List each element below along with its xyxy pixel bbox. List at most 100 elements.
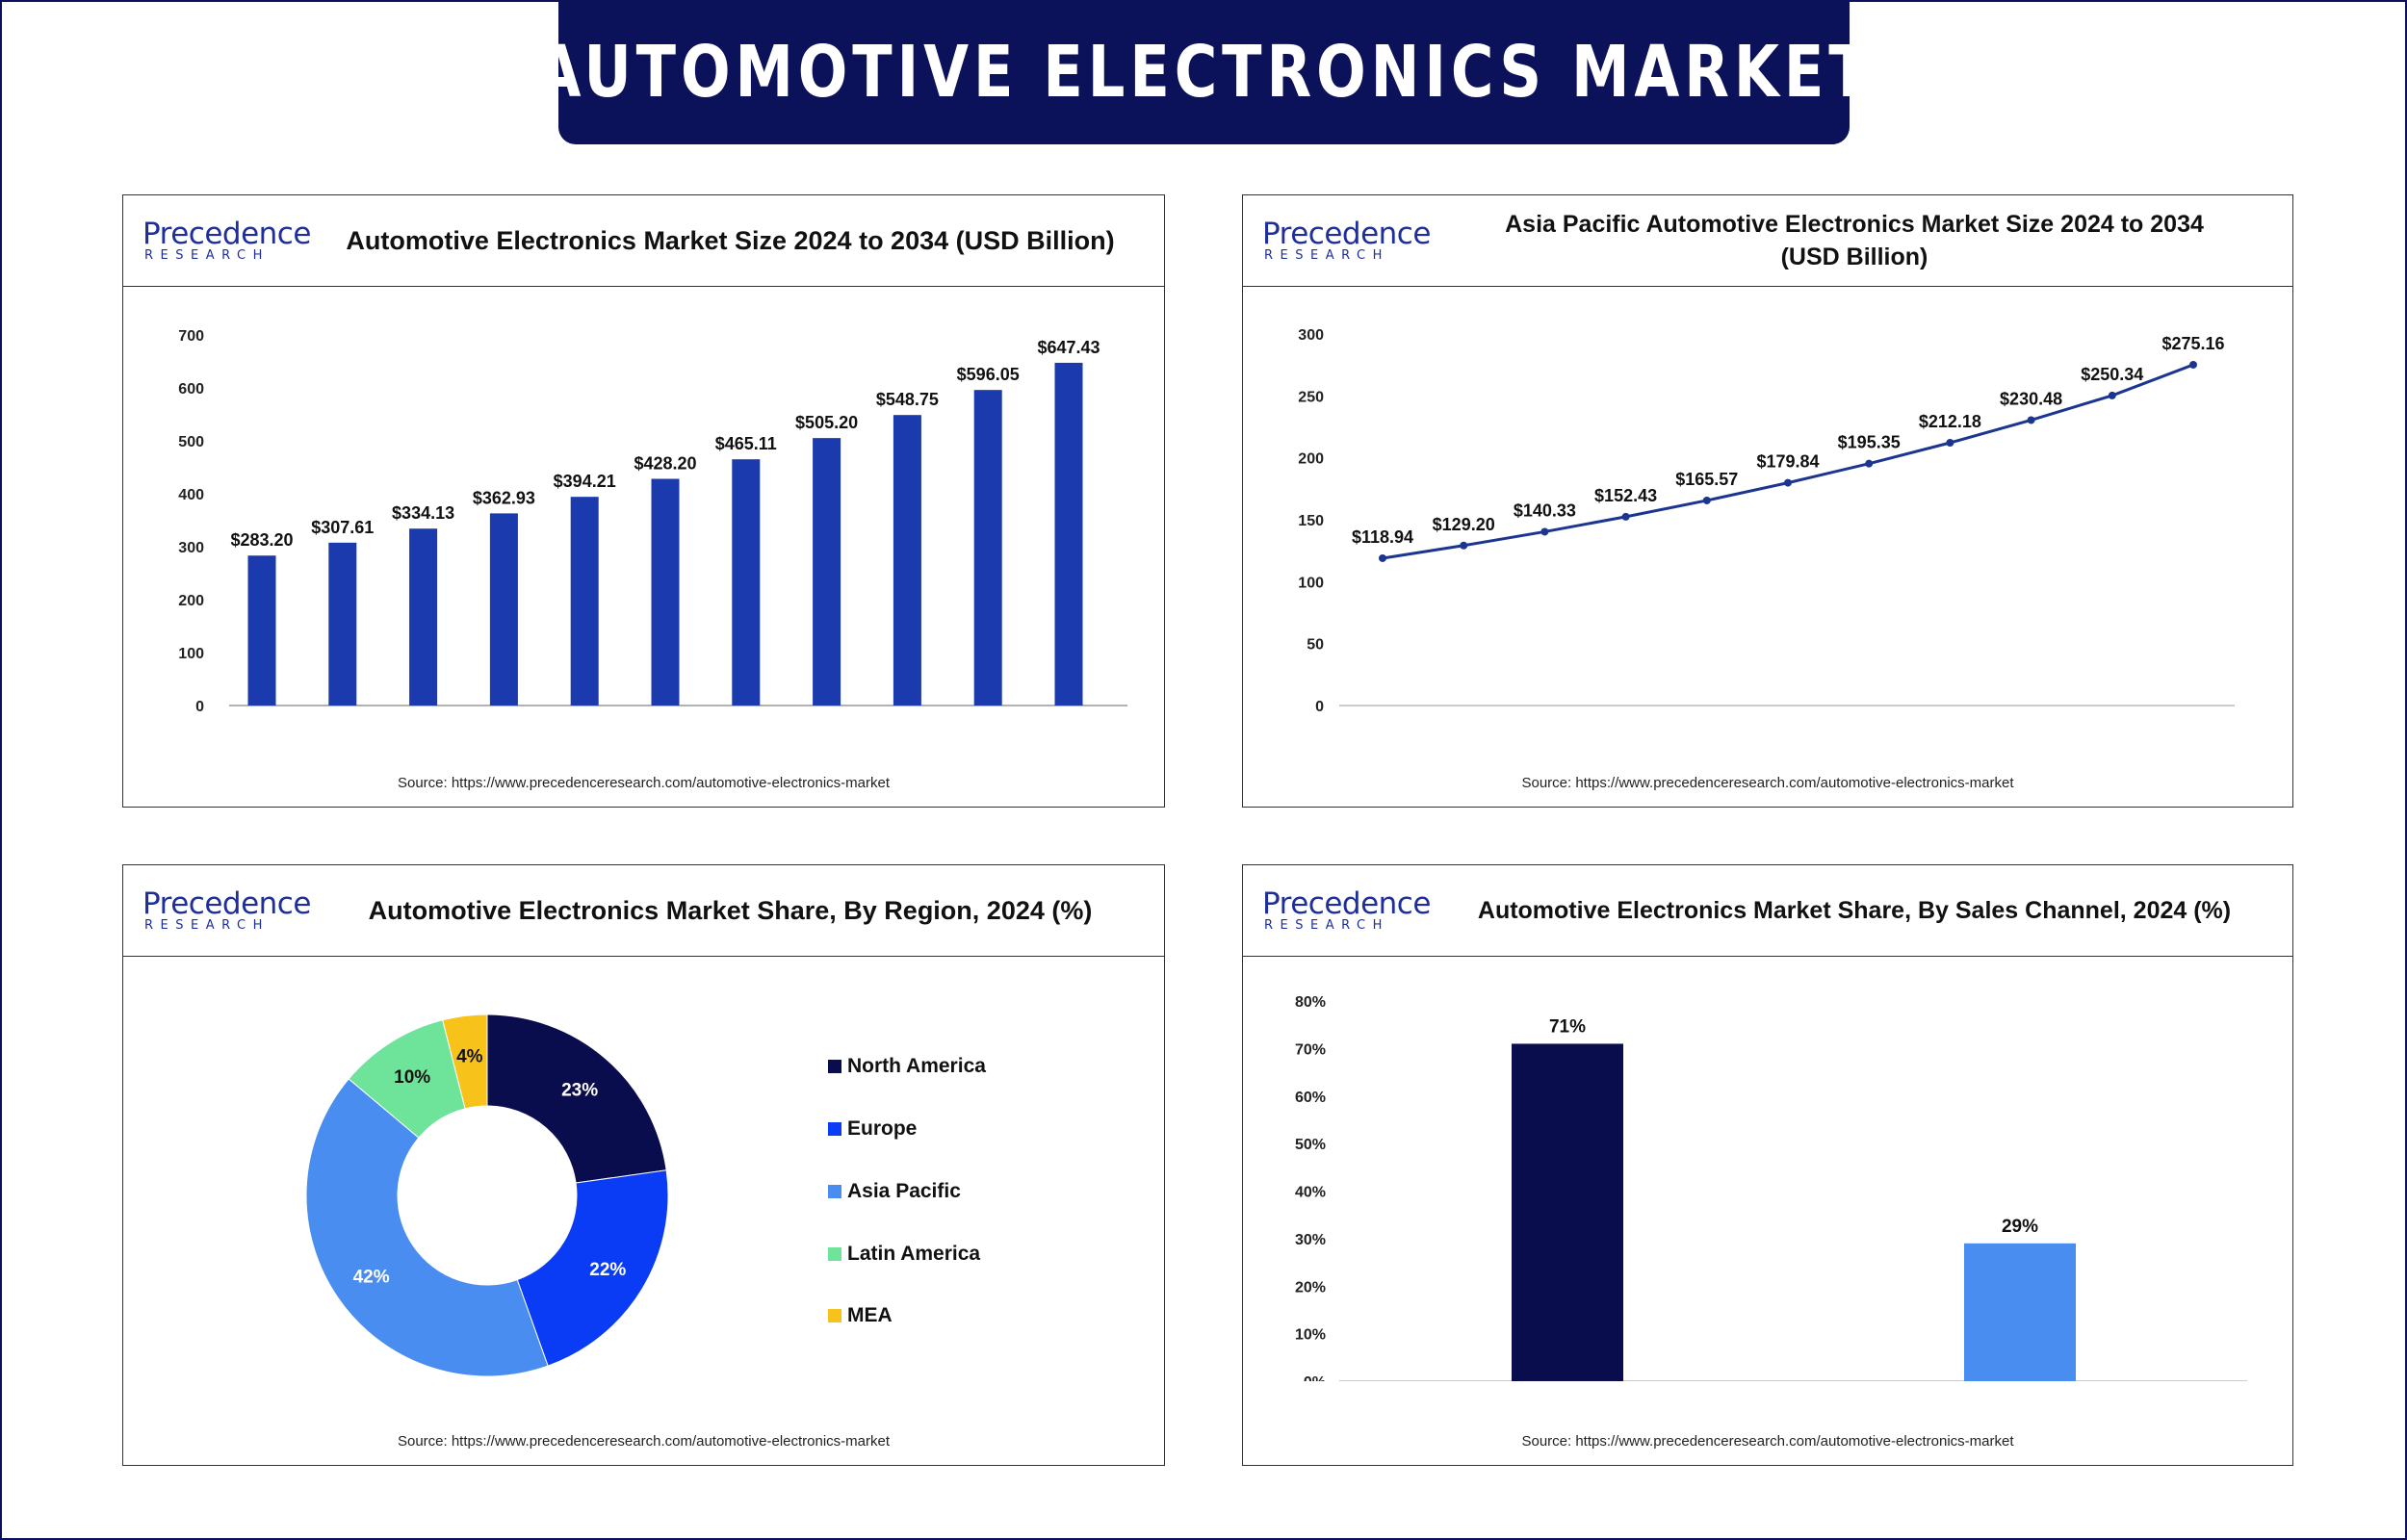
- y-tick-label: 700: [178, 328, 204, 345]
- data-point: [1460, 541, 1468, 550]
- legend-swatch-north-america: [828, 1060, 841, 1073]
- y-tick-label: 60%: [1295, 1090, 1326, 1106]
- y-tick-label: 30%: [1295, 1232, 1326, 1248]
- legend-item: Latin America: [828, 1240, 1078, 1269]
- legend-swatch-europe: [828, 1122, 841, 1136]
- bar: [409, 528, 438, 706]
- data-point: [1702, 496, 1711, 504]
- y-tick-label: 20%: [1295, 1279, 1326, 1296]
- y-tick-label: 300: [1298, 327, 1324, 344]
- y-tick-label: 50%: [1295, 1137, 1326, 1153]
- y-tick-label: 80%: [1295, 994, 1326, 1011]
- bar: [732, 459, 761, 706]
- data-label: $275.16: [2161, 334, 2224, 353]
- data-label: $465.11: [715, 434, 777, 453]
- panel-header: Precedence RESEARCH Automotive Electroni…: [1243, 865, 2292, 957]
- y-tick-label: 50: [1307, 637, 1324, 654]
- y-tick-label: 250: [1298, 389, 1324, 405]
- chart-title: Automotive Electronics Market Share, By …: [368, 896, 1093, 925]
- data-point: [1540, 527, 1549, 536]
- logo-subtitle: RESEARCH: [1264, 918, 1389, 933]
- y-tick-label: 200: [1298, 451, 1324, 468]
- data-point: [1865, 459, 1874, 468]
- market-size-panel: Precedence RESEARCH Automotive Electroni…: [122, 194, 1165, 808]
- panel-header: Precedence RESEARCH Automotive Electroni…: [123, 195, 1164, 287]
- source-note: Source: https://www.precedenceresearch.c…: [397, 1433, 891, 1450]
- data-point: [2108, 391, 2116, 399]
- slice-label: 22%: [589, 1260, 626, 1280]
- y-tick-label: 200: [178, 593, 204, 609]
- logo-wordmark: Precedence: [1262, 217, 1431, 251]
- data-label: $647.43: [1037, 338, 1100, 357]
- legend-label: MEA: [847, 1304, 893, 1326]
- panel-header: Precedence RESEARCH Automotive Electroni…: [123, 865, 1164, 957]
- bar: [813, 438, 841, 706]
- data-label: $394.21: [554, 472, 616, 491]
- data-point: [1784, 478, 1792, 487]
- donut-slice: [442, 1014, 488, 1110]
- legend-label: North America: [847, 1055, 986, 1077]
- region-share-donut-chart: 23% 22% 42% 10% 4%: [305, 1014, 669, 1377]
- legend-label: Asia Pacific: [847, 1180, 961, 1202]
- precedence-research-logo: Precedence RESEARCH: [1262, 217, 1431, 267]
- legend-item: MEA: [828, 1301, 1078, 1330]
- data-label: $212.18: [1919, 412, 1981, 431]
- data-label: 71%: [1549, 1016, 1586, 1037]
- logo-subtitle: RESEARCH: [1264, 248, 1389, 263]
- chart-title: Asia Pacific Automotive Electronics Mark…: [1505, 211, 2204, 270]
- y-tick-label: 500: [178, 434, 204, 450]
- y-tick-label: 0%: [1304, 1374, 1326, 1381]
- sales-channel-bar-chart: 0%10%20%30%40%50%60%70%80%71%OEM29%After…: [1295, 994, 2247, 1381]
- bar: [1512, 1043, 1623, 1381]
- legend-swatch-latin-america: [828, 1247, 841, 1261]
- legend-label: Latin America: [847, 1243, 981, 1265]
- legend-item: North America: [828, 1052, 1078, 1081]
- sales-channel-panel: Precedence RESEARCH Automotive Electroni…: [1242, 864, 2293, 1466]
- legend-label: Europe: [847, 1117, 918, 1140]
- chart-title: Automotive Electronics Market Share, By …: [1477, 897, 2232, 924]
- market-size-bar-chart: 0100200300400500600700$283.202024$307.61…: [178, 328, 1127, 711]
- legend-swatch-asia-pacific: [828, 1185, 841, 1198]
- page-banner: AUTOMOTIVE ELECTRONICS MARKET: [535, 0, 1868, 144]
- data-label: $140.33: [1514, 500, 1576, 520]
- data-label: $548.75: [876, 390, 939, 409]
- data-label: $195.35: [1838, 433, 1901, 452]
- y-tick-label: 70%: [1295, 1041, 1326, 1058]
- data-point: [2027, 416, 2035, 424]
- data-label: $283.20: [230, 530, 293, 550]
- logo-wordmark: Precedence: [1262, 886, 1431, 921]
- source-note: Source: https://www.precedenceresearch.c…: [1521, 775, 2014, 791]
- slice-label: 42%: [353, 1268, 390, 1288]
- legend-item: Asia Pacific: [828, 1177, 1078, 1206]
- y-tick-label: 400: [178, 487, 204, 503]
- data-point: [1946, 438, 1954, 447]
- bar: [328, 542, 357, 706]
- logo-wordmark: Precedence: [142, 886, 311, 921]
- data-label: $307.61: [311, 518, 374, 537]
- y-tick-label: 100: [178, 646, 204, 662]
- legend-item: Europe: [828, 1115, 1078, 1143]
- bar: [893, 415, 921, 706]
- data-label: $505.20: [795, 413, 858, 432]
- data-label: $596.05: [957, 365, 1020, 384]
- bar: [570, 497, 599, 706]
- y-tick-label: 100: [1298, 575, 1324, 591]
- data-point: [1379, 553, 1386, 562]
- precedence-research-logo: Precedence RESEARCH: [1262, 886, 1431, 937]
- data-point: [1621, 512, 1630, 521]
- data-point: [2189, 360, 2197, 369]
- logo-subtitle: RESEARCH: [144, 248, 270, 263]
- donut-slice: [305, 1078, 549, 1377]
- bar: [1054, 362, 1083, 706]
- data-label: $152.43: [1594, 486, 1657, 505]
- data-label: $250.34: [2081, 365, 2143, 384]
- data-label: $118.94: [1352, 527, 1413, 547]
- slice-label: 4%: [456, 1047, 483, 1067]
- donut-slice: [516, 1169, 669, 1367]
- bar: [651, 478, 680, 706]
- y-tick-label: 0: [1315, 699, 1324, 711]
- logo-subtitle: RESEARCH: [144, 918, 270, 933]
- data-label: $129.20: [1433, 515, 1495, 534]
- data-label: $334.13: [392, 503, 454, 523]
- y-tick-label: 300: [178, 540, 204, 556]
